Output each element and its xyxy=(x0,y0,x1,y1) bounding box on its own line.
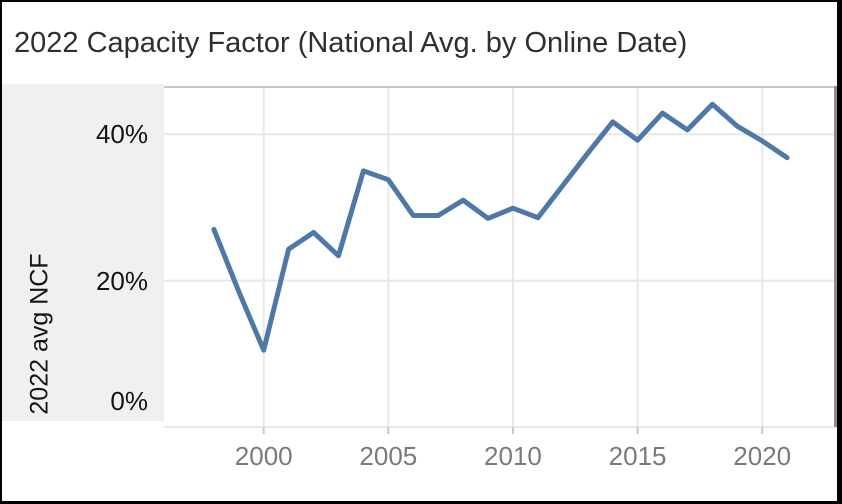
x-tick-label: 2015 xyxy=(608,441,667,471)
chart-title: 2022 Capacity Factor (National Avg. by O… xyxy=(14,26,688,59)
capacity-factor-line[interactable] xyxy=(211,101,790,353)
y-tick-label: 0% xyxy=(110,386,148,416)
plot-area xyxy=(164,86,837,434)
chart-title-bar: 2022 Capacity Factor (National Avg. by O… xyxy=(2,2,837,84)
y-tick-label: 40% xyxy=(95,119,148,150)
y-axis-panel: 2022 avg NCF 0% 20% 40% xyxy=(2,84,164,421)
y-tick-label: 20% xyxy=(95,265,148,296)
x-tick-label: 2020 xyxy=(733,441,792,471)
x-tick-label: 2010 xyxy=(484,441,542,471)
x-tick-label: 2005 xyxy=(359,441,418,471)
x-tick-label: 2000 xyxy=(234,441,293,471)
line-chart-svg xyxy=(164,86,837,434)
